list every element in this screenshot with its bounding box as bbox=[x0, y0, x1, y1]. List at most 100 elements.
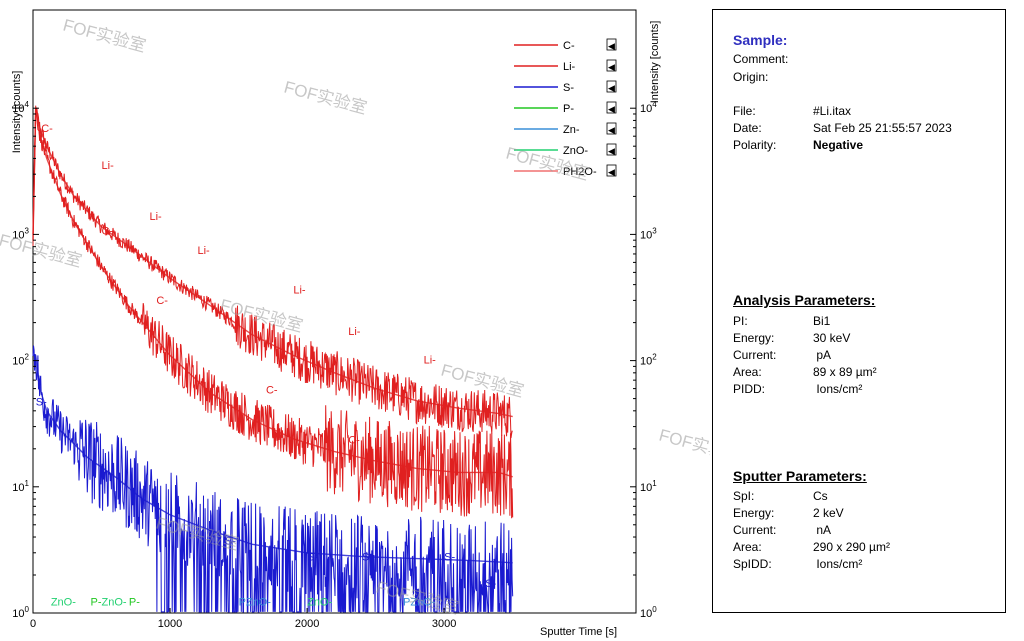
series-inline-label: Li- bbox=[149, 211, 162, 223]
legend-toggle-box[interactable] bbox=[606, 143, 617, 156]
comment-label: Comment: bbox=[733, 52, 789, 66]
sputter-value: nA bbox=[813, 523, 832, 537]
sputter-row: SpIDD: Ions/cm² bbox=[733, 557, 862, 571]
sputter-row: Current: nA bbox=[733, 523, 831, 537]
sputter-key: Current: bbox=[733, 523, 777, 537]
watermark: FOF实验室 bbox=[61, 16, 148, 56]
legend-marker-icon: ◀ bbox=[608, 146, 615, 156]
y-tick-label-left: 103 bbox=[12, 226, 29, 241]
watermark: FOF实验室 bbox=[218, 296, 305, 336]
sputter-value: 290 x 290 µm² bbox=[813, 540, 890, 554]
legend-label: ZnO- bbox=[563, 145, 588, 157]
series-inline-label: ZnO- bbox=[102, 596, 127, 608]
series-inline-label: Li- bbox=[102, 160, 115, 172]
analysis-value: 89 x 89 µm² bbox=[813, 365, 877, 379]
series-line-C bbox=[32, 109, 514, 519]
file-row: File: #Li.itax bbox=[733, 104, 851, 118]
series-inline-label: ZnO- bbox=[51, 596, 76, 608]
analysis-key: Area: bbox=[733, 365, 762, 379]
series-trend-Li bbox=[32, 108, 513, 418]
measurement-info-panel: Sample: Comment: Origin: File: #Li.itax D… bbox=[712, 9, 1006, 613]
legend-marker-icon: ◀ bbox=[608, 104, 615, 114]
analysis-key: Energy: bbox=[733, 331, 775, 345]
legend-marker-icon: ◀ bbox=[608, 83, 615, 93]
analysis-value: Bi1 bbox=[813, 314, 831, 328]
sputter-key: Area: bbox=[733, 540, 762, 554]
series-trend-S bbox=[33, 354, 513, 564]
polarity-label: Polarity: bbox=[733, 138, 777, 152]
series-inline-label: C- bbox=[102, 225, 114, 237]
y-axis-label-left: Intensity [counts] bbox=[11, 71, 23, 154]
legend-toggle-box[interactable] bbox=[606, 164, 617, 177]
series-inline-label: S- bbox=[444, 552, 455, 564]
file-value: #Li.itax bbox=[813, 104, 852, 118]
x-tick-label: 1000 bbox=[158, 618, 182, 630]
series-line-Li bbox=[32, 105, 513, 439]
y-axis-label-right: Intensity [counts] bbox=[649, 21, 661, 104]
y-tick-label-right: 103 bbox=[640, 226, 657, 241]
series-inline-label: Li- bbox=[293, 285, 306, 297]
legend: C- ◀ Li- ◀ S- ◀ P- ◀ Zn- ◀ ZnO- ◀ PH2O- ◀ bbox=[514, 38, 617, 178]
depth-profile-chart: 0 1000 2000 3000 100 100 101 101 102 102 103 103 104… bbox=[0, 9, 710, 638]
sputter-key: SpIDD: bbox=[733, 557, 772, 571]
legend-marker-icon: ◀ bbox=[608, 62, 615, 72]
series-inline-label: P- bbox=[91, 596, 102, 608]
legend-toggle-box[interactable] bbox=[606, 122, 617, 135]
watermark: FOF实验室 bbox=[657, 426, 710, 466]
series-inline-label: C- bbox=[41, 123, 53, 135]
x-tick-label: 0 bbox=[30, 618, 36, 630]
legend-toggle-box[interactable] bbox=[606, 101, 617, 114]
plot-frame bbox=[32, 9, 637, 614]
series-labels: Li- Li- Li- Li- Li- Li- C- C- C- C- C- S- S- S- S- S- S-… bbox=[36, 123, 497, 609]
legend-marker-icon: ◀ bbox=[608, 167, 615, 177]
y-tick-label-right: 101 bbox=[640, 479, 657, 494]
analysis-row: Energy: 30 keV bbox=[733, 331, 850, 345]
analysis-key: PI: bbox=[733, 314, 748, 328]
sputter-value: Ions/cm² bbox=[813, 557, 863, 571]
series-inline-label: S- bbox=[36, 397, 47, 409]
y-tick-label-right: 102 bbox=[640, 353, 657, 368]
legend-label: C- bbox=[563, 40, 575, 52]
sample-heading: Sample: bbox=[733, 32, 788, 48]
legend-toggle-box[interactable] bbox=[606, 80, 617, 93]
sputter-value: Cs bbox=[813, 489, 828, 503]
legend-label: S- bbox=[563, 82, 574, 94]
date-row: Date: Sat Feb 25 21:55:57 2023 bbox=[733, 121, 952, 135]
legend-label: Zn- bbox=[563, 124, 580, 136]
sputter-value: 2 keV bbox=[813, 506, 844, 520]
series-inline-label: S- bbox=[307, 552, 318, 564]
sputter-row: Energy: 2 keV bbox=[733, 506, 844, 520]
analysis-row: PI: Bi1 bbox=[733, 314, 830, 328]
axis-layer: 0 1000 2000 3000 100 100 101 101 102 102 103 103 104… bbox=[12, 100, 657, 630]
y-tick-label-left: 100 bbox=[12, 605, 29, 620]
polarity-row: Polarity: Negative bbox=[733, 138, 863, 152]
origin-row: Origin: bbox=[733, 70, 813, 84]
legend-label: Li- bbox=[563, 61, 576, 73]
y-tick-label-left: 102 bbox=[12, 353, 29, 368]
file-label: File: bbox=[733, 104, 756, 118]
legend-toggle-box[interactable] bbox=[606, 59, 617, 72]
legend-label: P- bbox=[563, 103, 574, 115]
series-inline-label: C- bbox=[156, 295, 168, 307]
legend-toggle-box[interactable] bbox=[606, 38, 617, 51]
series-inline-label: S- bbox=[485, 578, 496, 590]
series-trend-C bbox=[32, 108, 513, 478]
series-inline-label: S- bbox=[225, 535, 236, 547]
legend-label: PH2O- bbox=[563, 166, 597, 178]
series-inline-label: ZnO- bbox=[307, 596, 332, 608]
date-label: Date: bbox=[733, 121, 762, 135]
legend-marker-icon: ◀ bbox=[608, 125, 615, 135]
watermark: FOF实验室 bbox=[282, 78, 369, 118]
analysis-value: pA bbox=[813, 348, 832, 362]
sputter-row: SpI: Cs bbox=[733, 489, 828, 503]
series-inline-label: Li- bbox=[197, 245, 210, 257]
x-tick-label: 3000 bbox=[432, 618, 456, 630]
y-tick-label-right: 100 bbox=[640, 605, 657, 620]
y-tick-label-left: 101 bbox=[12, 479, 29, 494]
watermark: FOF实验室 bbox=[439, 361, 526, 401]
series-inline-label: PZnO- bbox=[239, 596, 272, 608]
analysis-heading: Analysis Parameters: bbox=[733, 292, 876, 308]
sputter-heading: Sputter Parameters: bbox=[733, 468, 867, 484]
series-inline-label: Li- bbox=[424, 354, 437, 366]
x-tick-label: 2000 bbox=[295, 618, 319, 630]
